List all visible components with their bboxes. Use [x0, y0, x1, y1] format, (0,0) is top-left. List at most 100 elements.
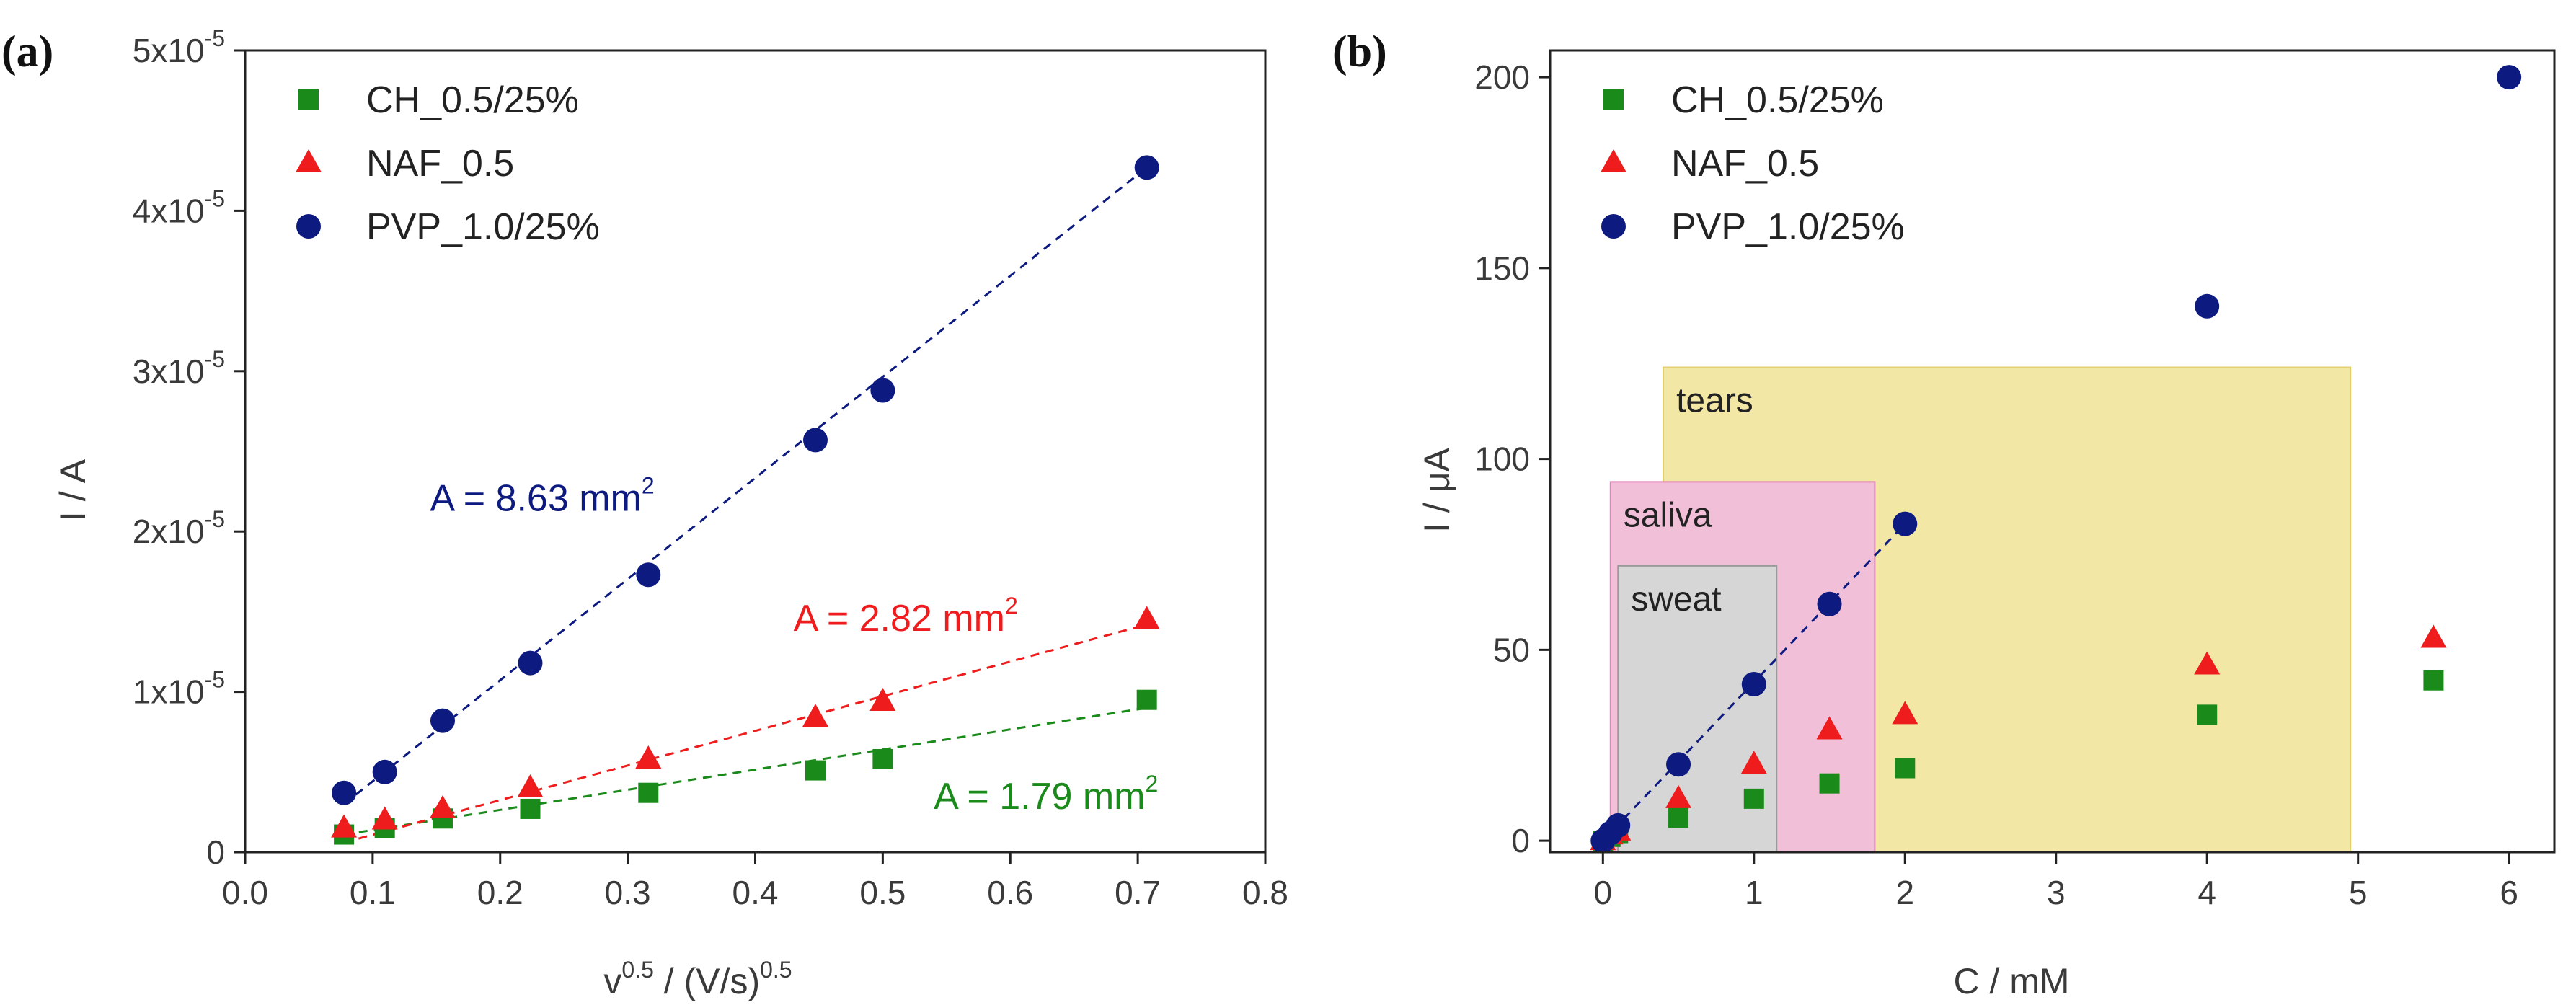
- panel-a-x-axis-title-base: v: [603, 961, 621, 1001]
- y-tick-label: 0: [1511, 822, 1530, 859]
- annotation-sup: 2: [1146, 771, 1159, 797]
- data-point-naf: [429, 794, 456, 818]
- y-tick-label-base: 5x10: [133, 32, 205, 69]
- y-tick-label-base: 3x10: [133, 353, 205, 390]
- data-point-ch: [2197, 704, 2218, 725]
- y-tick-label: 4x10-5: [133, 185, 225, 229]
- x-tick-label: 0.8: [1242, 874, 1288, 911]
- data-point-pvp: [2497, 65, 2522, 90]
- panel-a-x-axis-title-mid: / (V/s): [654, 961, 760, 1001]
- y-tick-label: 50: [1493, 631, 1530, 668]
- data-point-pvp: [636, 562, 661, 588]
- legend-label-naf: NAF_0.5: [366, 143, 514, 185]
- data-point-naf: [635, 745, 662, 769]
- legend-label-naf: NAF_0.5: [1671, 143, 1819, 185]
- data-point-ch: [520, 798, 541, 819]
- panel-a-y-axis-title: I / A: [53, 459, 93, 521]
- data-point-ch: [1136, 689, 1157, 710]
- legend-label-ch: CH_0.5/25%: [366, 79, 579, 121]
- annotation-text: A = 2.82 mm: [794, 598, 1005, 639]
- fit-line-pvp: [343, 167, 1148, 805]
- y-tick-label-exp: -5: [205, 25, 225, 51]
- data-point-pvp: [1666, 752, 1691, 777]
- x-tick-label: 0.1: [350, 874, 396, 911]
- region-label-sweat: sweat: [1631, 580, 1721, 619]
- data-point-pvp: [1606, 813, 1631, 838]
- legend-marker-ch: [298, 89, 319, 110]
- legend-marker-naf: [296, 149, 322, 172]
- legend-label-pvp: PVP_1.0/25%: [366, 206, 600, 248]
- x-tick-label: 0.3: [605, 874, 651, 911]
- legend-label-ch: CH_0.5/25%: [1671, 79, 1884, 121]
- annotation-sup: 2: [642, 472, 655, 498]
- panel-b-legend: CH_0.5/25% NAF_0.5 PVP_1.0/25%: [1601, 79, 1905, 248]
- panel-a-legend: CH_0.5/25% NAF_0.5 PVP_1.0/25%: [296, 79, 600, 248]
- panel-a-x-ticks: 0.0 0.1 0.2 0.3 0.4 0.5 0.6 0.7 0.8: [222, 852, 1288, 911]
- data-point-naf: [1816, 716, 1843, 740]
- panel-a-x-axis-title: v0.5 / (V/s)0.5: [603, 957, 792, 1001]
- region-label-tears: tears: [1676, 382, 1753, 420]
- y-tick-label-exp: -5: [205, 506, 225, 532]
- y-tick-label-base: 1x10: [133, 673, 205, 711]
- data-point-ch: [2423, 670, 2444, 691]
- panel-b-plot-frame: [1549, 49, 2556, 854]
- data-point-pvp: [372, 759, 397, 784]
- panel-b-y-axis-title: I / μA: [1417, 447, 1457, 532]
- data-point-naf: [2194, 651, 2221, 675]
- y-tick-label: 200: [1474, 58, 1530, 96]
- x-tick-label: 0.0: [222, 874, 268, 911]
- x-tick-label: 0.4: [732, 874, 779, 911]
- legend-label-pvp: PVP_1.0/25%: [1671, 206, 1905, 248]
- panel-a-x-axis-title-exp1: 0.5: [621, 957, 653, 983]
- x-tick-label: 0.7: [1115, 874, 1161, 911]
- data-point-pvp: [332, 780, 357, 805]
- x-tick-label: 1: [1745, 874, 1763, 911]
- panel-a-x-axis-title-exp2: 0.5: [760, 957, 792, 983]
- legend-marker-pvp: [296, 214, 321, 239]
- y-tick-label-base: 2x10: [133, 513, 205, 550]
- annotation-sup: 2: [1005, 593, 1018, 619]
- panel-b-x-axis-title: C / mM: [1953, 961, 2069, 1001]
- annotation-area-ch: A = 1.79 mm2: [934, 771, 1158, 818]
- y-tick-label: 1x10-5: [133, 667, 225, 711]
- annotation-text: A = 1.79 mm: [934, 776, 1145, 818]
- data-point-naf: [1665, 784, 1692, 808]
- data-point-naf: [1133, 606, 1160, 629]
- region-label-saliva: saliva: [1624, 496, 1712, 534]
- y-tick-label-base: 0: [206, 833, 225, 871]
- data-point-ch: [805, 760, 826, 781]
- panel-b-data-points: [1590, 65, 2522, 854]
- fit-line-naf: [343, 623, 1148, 844]
- y-tick-label-exp: -5: [205, 346, 225, 372]
- x-tick-label: 0.6: [987, 874, 1033, 911]
- y-tick-label-exp: -5: [205, 667, 225, 693]
- data-point-ch: [638, 782, 659, 803]
- y-tick-label-exp: -5: [205, 185, 225, 211]
- x-tick-label: 0.5: [859, 874, 906, 911]
- data-point-pvp: [870, 378, 895, 403]
- annotation-area-pvp: A = 8.63 mm2: [430, 472, 654, 519]
- x-tick-label: 0: [1594, 874, 1613, 911]
- data-point-pvp: [1741, 672, 1766, 697]
- x-tick-label: 0.2: [477, 874, 523, 911]
- y-tick-label: 2x10-5: [133, 506, 225, 550]
- data-point-ch: [1743, 788, 1764, 809]
- data-point-pvp: [430, 708, 455, 733]
- legend-marker-pvp: [1601, 214, 1626, 239]
- data-point-naf: [1740, 751, 1767, 774]
- panel-b-x-ticks: 0 1 2 3 4 5 6: [1594, 852, 2518, 911]
- data-point-ch: [1668, 807, 1689, 828]
- data-point-naf: [517, 774, 544, 798]
- y-tick-label-base: 4x10: [133, 192, 205, 229]
- data-point-pvp: [1134, 155, 1159, 180]
- data-point-pvp: [1893, 511, 1918, 536]
- x-tick-label: 3: [2047, 874, 2066, 911]
- annotation-text: A = 8.63 mm: [430, 477, 641, 519]
- panel-b-label: (b): [1332, 27, 1387, 76]
- data-point-pvp: [518, 650, 543, 676]
- panel-a-fit-lines: [343, 167, 1148, 844]
- y-tick-label: 0: [206, 833, 225, 871]
- data-point-pvp: [802, 428, 828, 453]
